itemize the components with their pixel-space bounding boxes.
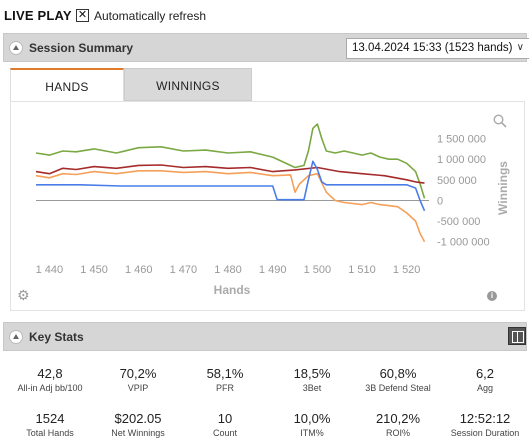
stat-value: $202.05 [114, 411, 162, 426]
stat-item: 60,8% 3B Defend Steal [353, 366, 443, 393]
stat-label: 3B Defend Steal [365, 383, 431, 393]
stat-item: $202.05 Net Winnings [93, 411, 183, 438]
info-icon[interactable]: i [487, 291, 497, 301]
stat-item: 58,1% PFR [180, 366, 270, 393]
y-tick-label: 500 000 [437, 175, 477, 187]
stat-label: Agg [476, 383, 493, 393]
tab-winnings[interactable]: WINNINGS [124, 68, 252, 101]
summary-tabs: HANDS WINNINGS [10, 68, 525, 101]
x-tick-label: 1 440 [36, 264, 64, 276]
y-tick-label: 0 [437, 195, 443, 207]
x-tick-label: 1 500 [304, 264, 332, 276]
stat-value: 60,8% [379, 366, 417, 381]
stat-item: 10,0% ITM% [267, 411, 357, 438]
stat-value: 10 [217, 411, 233, 426]
stat-value: 18,5% [293, 366, 331, 381]
layout-toggle-icon[interactable] [508, 327, 526, 345]
stat-label: PFR [216, 383, 234, 393]
top-bar: LIVE PLAY ✕ Automatically refresh [0, 0, 529, 32]
stat-value: 10,0% [293, 411, 331, 426]
auto-refresh-label[interactable]: Automatically refresh [94, 9, 207, 23]
series-line-2 [35, 170, 426, 243]
stat-value: 12:52:12 [459, 411, 511, 426]
x-tick-label: 1 460 [125, 264, 153, 276]
stat-item: 42,8 All-in Adj bb/100 [5, 366, 95, 393]
stat-item: 18,5% 3Bet [267, 366, 357, 393]
series-line-1 [35, 164, 425, 184]
series-line-3 [36, 160, 426, 212]
y-tick-label: -500 000 [437, 216, 480, 228]
chart-canvas: 1 500 000 1 000 000 500 000 0 -500 000 -1 000… [35, 123, 510, 297]
stat-value: 42,8 [37, 366, 63, 381]
stat-item: 210,2% ROI% [353, 411, 443, 438]
x-tick-label: 1 480 [214, 264, 242, 276]
tab-hands[interactable]: HANDS [10, 68, 124, 101]
stat-value: 70,2% [119, 366, 157, 381]
stat-item: 6,2 Agg [440, 366, 529, 393]
stat-item: 1524 Total Hands [5, 411, 95, 438]
session-summary-header: Session Summary 13.04.2024 15:33 (1523 h… [3, 33, 529, 62]
stat-value: 210,2% [375, 411, 421, 426]
zoom-icon[interactable] [493, 114, 507, 128]
gear-icon[interactable]: ⚙ [17, 287, 30, 303]
stat-label: Net Winnings [111, 428, 165, 438]
stat-label: All-in Adj bb/100 [17, 383, 83, 393]
stat-label: Total Hands [26, 428, 74, 438]
x-tick-label: 1 490 [259, 264, 287, 276]
collapse-session-summary-icon[interactable] [9, 41, 23, 55]
series-line-0 [35, 123, 426, 199]
chevron-down-icon: ∨ [516, 42, 524, 53]
x-axis-label: Hands [214, 283, 251, 297]
live-play-title: LIVE PLAY [4, 8, 72, 23]
key-stats-title: Key Stats [29, 330, 84, 344]
collapse-key-stats-icon[interactable] [9, 330, 23, 344]
y-tick-label: -1 000 000 [437, 237, 490, 249]
x-tick-label: 1 470 [170, 264, 198, 276]
x-tick-label: 1 510 [348, 264, 376, 276]
auto-refresh-checkbox[interactable]: ✕ [76, 9, 89, 22]
stat-value: 6,2 [475, 366, 495, 381]
y-tick-label: 1 500 000 [437, 134, 486, 146]
stat-value: 58,1% [206, 366, 244, 381]
session-select-value: 13.04.2024 15:33 (1523 hands) [352, 42, 513, 54]
stat-label: VPIP [127, 383, 149, 393]
x-tick-label: 1 520 [393, 264, 421, 276]
stat-label: 3Bet [302, 383, 322, 393]
key-stats-grid: 42,8 All-in Adj bb/100 70,2% VPIP 58,1% PFR 18… [3, 354, 527, 448]
y-axis-label: Winnings [496, 161, 510, 215]
session-select[interactable]: 13.04.2024 15:33 (1523 hands) ∨ [346, 38, 529, 59]
stat-item: 10 Count [180, 411, 270, 438]
x-tick-label: 1 450 [80, 264, 108, 276]
key-stats-header: Key Stats [3, 322, 527, 351]
y-tick-label: 1 000 000 [437, 154, 486, 166]
session-summary-title: Session Summary [29, 41, 134, 55]
winnings-chart: 1 500 000 1 000 000 500 000 0 -500 000 -1 000… [10, 101, 525, 311]
stat-label: Session Duration [450, 428, 520, 438]
stat-item: 70,2% VPIP [93, 366, 183, 393]
stat-value: 1524 [35, 411, 65, 426]
stat-label: ROI% [385, 428, 410, 438]
stat-label: Count [212, 428, 238, 438]
stat-item: 12:52:12 Session Duration [440, 411, 529, 438]
stat-label: ITM% [300, 428, 324, 438]
